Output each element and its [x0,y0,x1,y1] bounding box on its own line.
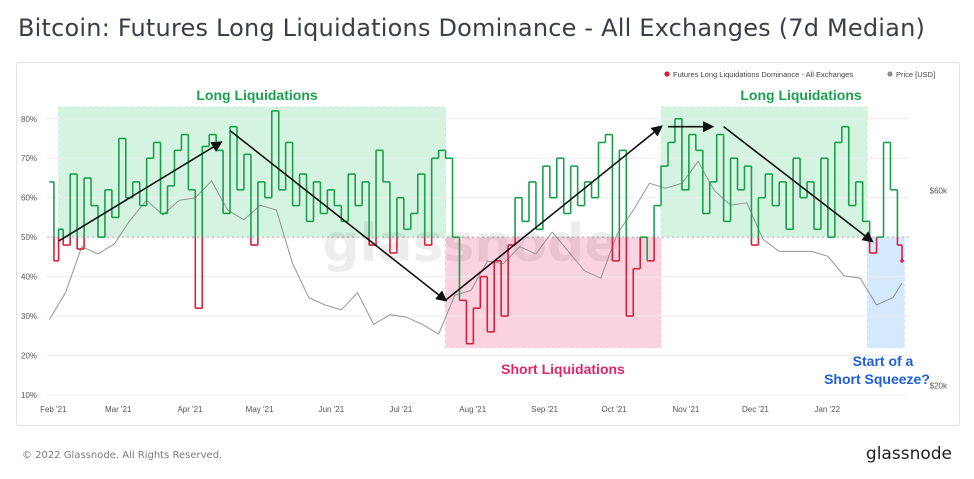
trend-arrow-0 [58,141,223,242]
y2-tick-label: $20k [930,381,948,390]
y2-tick-label: $60k [930,187,948,196]
y-tick-label: 10% [21,391,37,400]
squeeze-label-line-2: Short Squeeze? [824,371,930,387]
price-series [48,160,903,335]
trend-arrow-1 [229,129,448,302]
legend-marker-dominance [664,71,670,77]
annotation-zone-0 [58,106,447,238]
x-tick-label: May '21 [246,405,274,414]
x-tick-label: Jan '22 [814,405,840,414]
legend-label-price: Price [USD] [896,70,935,79]
trend-arrow-4 [723,126,874,243]
x-tick-label: Sep '21 [531,405,558,414]
chart-frame: glassnode Long Liquidations Short Liquida… [16,62,960,426]
legend: Futures Long Liquidations Dominance - Al… [664,70,935,79]
long-liquidations-label-2: Long Liquidations [740,87,862,103]
y-tick-label: 40% [21,273,37,282]
long-liquidations-label-1: Long Liquidations [196,87,318,103]
x-tick-label: Jun '21 [319,405,345,414]
y-tick-label: 70% [21,154,37,163]
x-tick-label: Apr '21 [177,405,203,414]
legend-marker-price [887,71,893,77]
dominance-endpoint [900,259,904,263]
axes: 10% 20% 30% 40% 50% 60% 70% 80% Feb '21 Mar '21 Ap… [21,115,948,414]
y-tick-label: 30% [21,312,37,321]
short-liquidations-label: Short Liquidations [501,361,625,377]
annotation-labels: Long Liquidations Short Liquidations Long … [196,87,930,387]
squeeze-label-line-1: Start of a [853,353,914,369]
annotation-zones [58,106,905,349]
dominance-series [49,110,904,345]
trend-arrow-2 [445,125,663,301]
annotation-zone-1 [445,236,662,349]
page-title: Bitcoin: Futures Long Liquidations Domin… [18,14,926,42]
trend-arrows [58,121,874,302]
price-line [48,160,903,335]
x-tick-label: Oct '21 [602,405,628,414]
x-tick-label: Jul '21 [389,405,412,414]
y-tick-label: 60% [21,194,37,203]
y-tick-label: 80% [21,115,37,124]
footer-brand-logo: glassnode [865,444,952,464]
x-tick-label: Nov '21 [672,405,699,414]
y-tick-label: 50% [21,233,37,242]
legend-label-dominance: Futures Long Liquidations Dominance - Al… [673,70,853,79]
chart-svg: glassnode Long Liquidations Short Liquida… [21,70,948,414]
y-tick-label: 20% [21,352,37,361]
x-tick-label: Mar '21 [105,405,132,414]
x-tick-label: Dec '21 [742,405,769,414]
footer-copyright: © 2022 Glassnode. All Rights Reserved. [22,450,223,461]
x-tick-label: Aug '21 [459,405,486,414]
watermark: glassnode [322,214,619,274]
x-tick-label: Feb '21 [40,405,67,414]
annotation-zone-3 [866,236,905,349]
